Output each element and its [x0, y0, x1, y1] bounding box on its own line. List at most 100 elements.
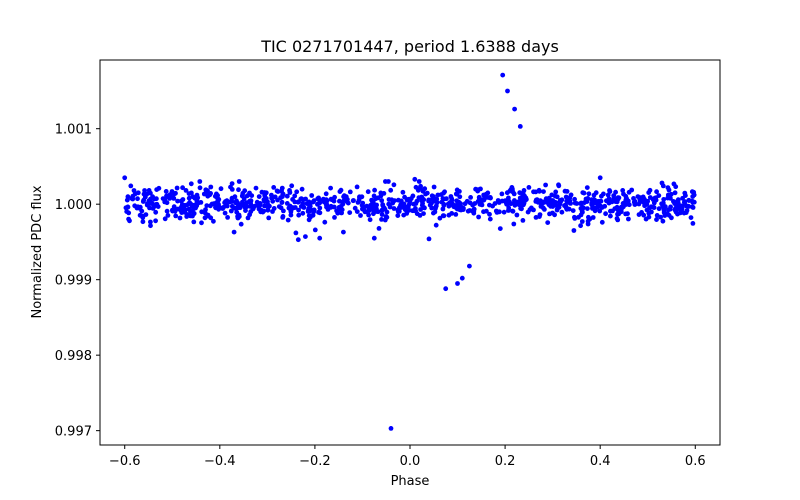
- data-point: [372, 187, 377, 193]
- data-point: [668, 195, 673, 201]
- data-point: [372, 208, 377, 214]
- data-point: [586, 214, 591, 220]
- data-point: [180, 185, 186, 191]
- data-point: [378, 193, 384, 199]
- data-point: [259, 189, 265, 195]
- data-point: [151, 205, 156, 211]
- data-point: [354, 184, 360, 190]
- data-point: [421, 211, 426, 217]
- data-point: [201, 191, 207, 197]
- data-point: [142, 194, 148, 200]
- data-point: [504, 190, 510, 196]
- data-point: [592, 197, 597, 203]
- data-point: [337, 189, 343, 195]
- data-point: [487, 216, 493, 222]
- data-point: [646, 210, 652, 216]
- data-point: [376, 226, 382, 231]
- data-point: [284, 193, 290, 199]
- data-point: [433, 222, 439, 228]
- data-point: [316, 209, 321, 215]
- data-point: [280, 215, 286, 220]
- data-point: [359, 194, 365, 200]
- data-point: [224, 202, 229, 208]
- data-point: [593, 190, 599, 196]
- data-point: [689, 198, 695, 204]
- data-point: [354, 209, 360, 215]
- data-point: [631, 196, 636, 201]
- x-tick-label: −0.2: [299, 454, 331, 469]
- data-point: [578, 223, 583, 229]
- data-point: [433, 206, 438, 211]
- data-point: [479, 202, 485, 208]
- data-point: [615, 211, 620, 217]
- data-point: [173, 213, 179, 219]
- data-point: [154, 187, 160, 193]
- data-point: [317, 235, 323, 241]
- y-tick-label: 0.999: [55, 274, 92, 289]
- data-point: [603, 211, 608, 217]
- data-point: [429, 205, 435, 211]
- data-point: [656, 193, 662, 199]
- data-point: [420, 188, 426, 194]
- data-point: [607, 188, 612, 193]
- data-point: [611, 195, 617, 201]
- data-point: [191, 219, 197, 225]
- data-point: [220, 206, 226, 211]
- data-point: [400, 189, 406, 195]
- data-point: [541, 189, 546, 195]
- data-point: [581, 200, 587, 206]
- data-point: [646, 214, 652, 220]
- data-point: [293, 230, 299, 236]
- data-point: [153, 218, 159, 224]
- data-point: [446, 203, 452, 209]
- data-point: [266, 215, 272, 221]
- data-point: [323, 191, 329, 197]
- data-point: [329, 197, 334, 202]
- data-point: [204, 203, 210, 209]
- data-point: [128, 183, 134, 189]
- data-point: [131, 188, 137, 193]
- data-point: [186, 191, 192, 197]
- data-point: [668, 191, 674, 197]
- data-point: [585, 206, 590, 212]
- data-point: [303, 196, 308, 202]
- x-axis-label: Phase: [391, 474, 430, 489]
- data-point: [412, 176, 418, 182]
- data-point: [191, 211, 197, 216]
- data-point: [523, 197, 528, 203]
- data-point: [520, 190, 526, 196]
- y-tick-label: 0.998: [55, 349, 92, 364]
- data-point: [386, 179, 391, 184]
- data-point: [238, 221, 244, 227]
- data-point: [510, 208, 515, 214]
- data-point: [336, 205, 342, 210]
- data-point: [540, 199, 546, 205]
- data-point: [440, 206, 446, 212]
- data-point: [148, 223, 153, 229]
- data-point: [388, 187, 394, 193]
- data-point: [675, 198, 681, 203]
- data-point: [262, 198, 267, 204]
- data-point: [556, 182, 561, 188]
- data-point: [229, 181, 235, 187]
- data-point: [341, 194, 346, 200]
- data-point: [300, 210, 306, 216]
- data-point: [155, 204, 161, 210]
- data-point: [444, 196, 449, 202]
- data-point: [448, 194, 454, 199]
- y-tick-label: 1.001: [55, 123, 92, 138]
- data-point: [183, 188, 189, 193]
- data-point: [262, 203, 267, 209]
- x-tick-label: 0.2: [495, 454, 516, 469]
- data-point: [499, 191, 505, 197]
- data-point: [316, 200, 322, 206]
- data-point: [481, 197, 487, 203]
- data-point: [567, 198, 573, 204]
- data-point: [629, 187, 635, 193]
- data-point: [481, 192, 487, 198]
- x-tick-label: 0.0: [400, 454, 421, 469]
- data-point: [414, 198, 420, 204]
- data-point: [271, 206, 277, 211]
- data-point: [441, 213, 447, 219]
- data-point: [404, 211, 410, 216]
